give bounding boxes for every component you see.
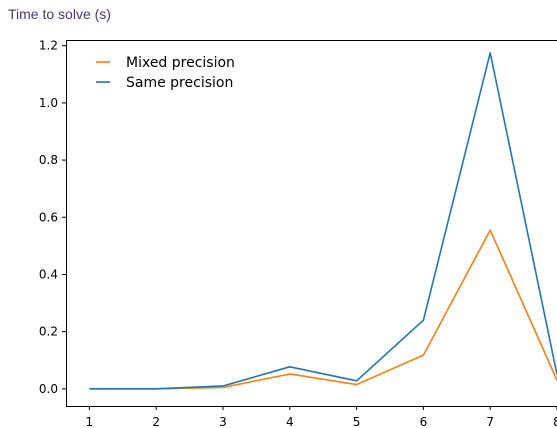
x-tick-label: 8 (553, 415, 557, 428)
y-tick-label: 0.6 (39, 210, 58, 224)
plot-frame (66, 40, 557, 407)
series-line-same-precision (89, 52, 557, 390)
y-tick-label: 0.4 (39, 267, 58, 281)
legend-label: Same precision (126, 75, 233, 91)
x-tick-label: 6 (420, 415, 428, 428)
y-tick-label: 0.0 (39, 382, 58, 396)
y-tick-label: 0.8 (39, 153, 58, 167)
x-tick-label: 4 (286, 415, 294, 428)
chart-heading: Time to solve (s) (8, 6, 111, 22)
x-tick-label: 2 (152, 415, 160, 428)
y-tick-label: 1.2 (39, 39, 58, 53)
x-tick-label: 7 (486, 415, 494, 428)
y-tick-label: 1.0 (39, 96, 58, 110)
legend-label: Mixed precision (126, 55, 235, 71)
x-tick-label: 3 (219, 415, 227, 428)
y-tick-label: 0.2 (39, 325, 58, 339)
x-tick-label: 1 (86, 415, 94, 428)
x-tick-label: 5 (353, 415, 361, 428)
series-line-mixed-precision (89, 229, 557, 390)
